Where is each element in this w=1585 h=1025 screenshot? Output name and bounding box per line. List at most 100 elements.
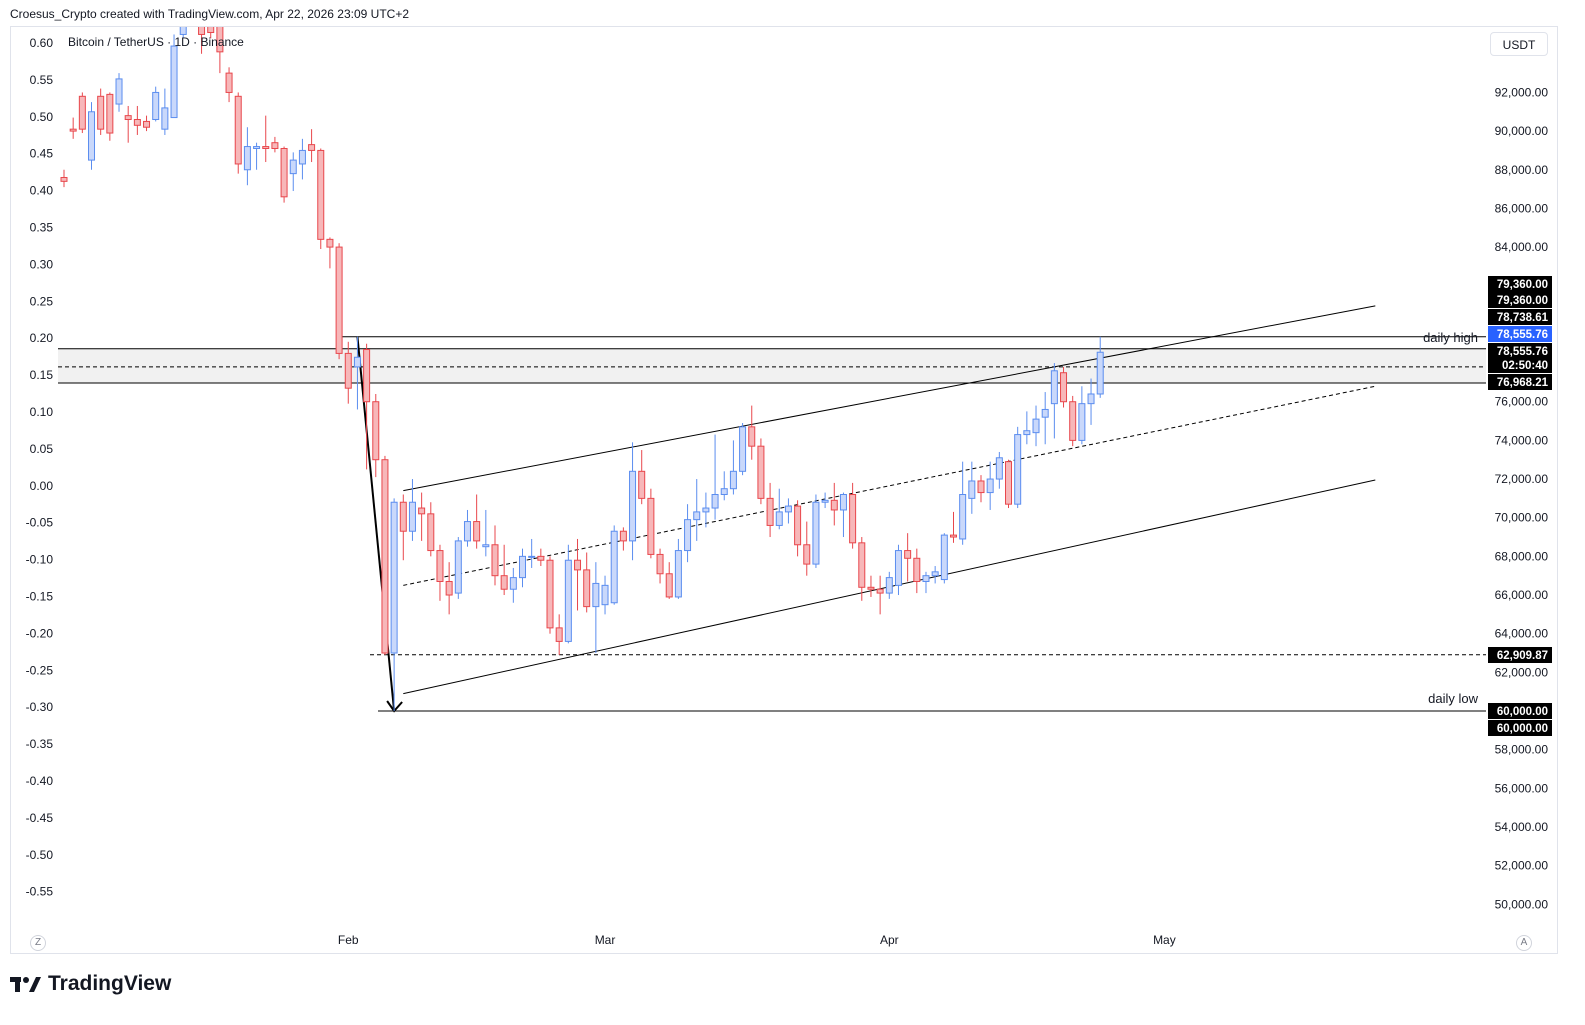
candle bbox=[363, 343, 371, 470]
channel-upper-line bbox=[403, 305, 1376, 492]
right-axis-tick: 86,000.00 bbox=[1495, 201, 1549, 215]
candle bbox=[858, 537, 866, 601]
candle-body bbox=[968, 480, 976, 499]
price-tag-bg bbox=[1488, 647, 1552, 663]
candle-body bbox=[262, 146, 270, 149]
candle bbox=[454, 537, 462, 599]
candle-body bbox=[500, 575, 508, 590]
candle bbox=[69, 117, 77, 139]
auto-scale-button[interactable]: A bbox=[1516, 935, 1532, 951]
left-axis-tick: 0.05 bbox=[30, 442, 54, 456]
price-tag-label: 78,555.76 bbox=[1497, 346, 1548, 358]
candle-body bbox=[372, 401, 380, 461]
candle-body bbox=[619, 530, 627, 542]
candle-body bbox=[243, 146, 251, 171]
candle-body bbox=[390, 501, 398, 654]
right-axis-tick: 76,000.00 bbox=[1495, 395, 1549, 409]
candle-body bbox=[528, 555, 536, 558]
candle-body bbox=[610, 530, 618, 604]
candle bbox=[702, 492, 710, 528]
candle-body bbox=[665, 573, 673, 598]
candle bbox=[656, 548, 664, 584]
candle bbox=[97, 88, 105, 135]
candle-body bbox=[775, 511, 783, 526]
candle-body bbox=[115, 78, 123, 105]
candle bbox=[408, 479, 416, 541]
candle bbox=[720, 471, 728, 501]
zone-rect bbox=[58, 348, 1486, 384]
candle bbox=[748, 405, 756, 460]
candle-body bbox=[839, 494, 847, 511]
candle-body bbox=[353, 356, 361, 368]
candle-body bbox=[949, 534, 957, 538]
candle-body bbox=[702, 507, 710, 513]
candle bbox=[555, 614, 563, 655]
candle-body bbox=[564, 559, 572, 642]
candle-body bbox=[289, 159, 297, 175]
symbol-legend[interactable]: Bitcoin / TetherUS · 1D · Binance bbox=[68, 35, 244, 49]
candle-body bbox=[179, 27, 187, 35]
candle-body bbox=[674, 550, 682, 598]
candle-body bbox=[858, 542, 866, 588]
candle-body bbox=[298, 149, 306, 165]
right-axis-tick: 64,000.00 bbox=[1495, 627, 1549, 641]
left-axis-tick: 0.00 bbox=[30, 479, 54, 493]
candle-body bbox=[922, 575, 930, 582]
candle bbox=[619, 527, 627, 551]
candle bbox=[519, 548, 526, 588]
candle-body bbox=[280, 147, 288, 198]
annotation-label: daily low bbox=[1428, 691, 1478, 706]
candle bbox=[1050, 363, 1058, 439]
left-axis-tick: -0.40 bbox=[26, 774, 54, 788]
left-axis-tick: 0.35 bbox=[30, 221, 54, 235]
price-tag-label: 78,555.76 bbox=[1497, 329, 1548, 341]
candle-body bbox=[885, 577, 893, 594]
candle-body bbox=[629, 470, 637, 542]
left-axis-tick: -0.05 bbox=[26, 516, 54, 530]
left-axis-tick: -0.35 bbox=[26, 737, 54, 751]
candle-body bbox=[1069, 401, 1077, 441]
candle-body bbox=[317, 149, 325, 240]
chart-frame[interactable] bbox=[10, 26, 1558, 954]
candle-body bbox=[894, 550, 902, 586]
candle-body bbox=[152, 91, 160, 121]
candle bbox=[583, 552, 591, 613]
price-tag-label: 60,000.00 bbox=[1497, 706, 1548, 718]
candle-body bbox=[913, 557, 921, 582]
price-tag-label: 02:50:40 bbox=[1502, 360, 1548, 372]
candle bbox=[574, 538, 582, 611]
candle-body bbox=[638, 470, 646, 499]
candle bbox=[436, 544, 444, 601]
candle-body bbox=[821, 499, 829, 503]
chart-header: Croesus_Crypto created with TradingView.… bbox=[10, 7, 409, 21]
candle bbox=[794, 500, 802, 557]
candle bbox=[198, 27, 206, 54]
candle bbox=[78, 92, 86, 134]
candle-body bbox=[1078, 403, 1086, 441]
candle-body bbox=[69, 128, 77, 132]
candle bbox=[161, 88, 169, 135]
candle bbox=[124, 105, 132, 143]
candle bbox=[940, 533, 948, 584]
candle bbox=[381, 455, 389, 655]
candle-body bbox=[546, 559, 554, 629]
candle bbox=[592, 562, 600, 654]
candle-body bbox=[124, 115, 132, 121]
candle bbox=[638, 450, 646, 505]
candle-body bbox=[161, 107, 169, 130]
auto-scale-left-button[interactable]: Z bbox=[30, 935, 46, 951]
candle-body bbox=[216, 27, 224, 53]
candle bbox=[88, 102, 96, 170]
candle-body bbox=[794, 505, 802, 546]
left-axis-tick: 0.40 bbox=[30, 184, 54, 198]
candle bbox=[959, 461, 967, 545]
currency-button[interactable]: USDT bbox=[1490, 32, 1548, 56]
candle bbox=[949, 511, 957, 543]
candle-body bbox=[133, 119, 141, 126]
candle bbox=[1087, 378, 1095, 425]
price-tag-bg bbox=[1488, 292, 1552, 308]
price-tag-bg bbox=[1488, 703, 1552, 719]
candle bbox=[445, 562, 453, 615]
tradingview-logo[interactable]: TradingView bbox=[10, 972, 171, 996]
